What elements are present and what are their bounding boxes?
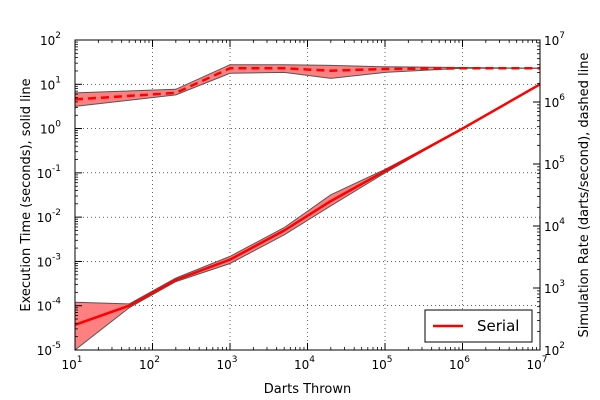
- series-lines: [74, 67, 541, 326]
- y-axis-label-left: Execution Time (seconds), solid line: [19, 78, 34, 311]
- series-line-rate-dashed: [74, 67, 540, 101]
- series-line-time-solid: [74, 83, 541, 326]
- legend: Serial: [424, 309, 533, 343]
- error-band-right: [75, 64, 540, 107]
- y-axis-label-right: Simulation Rate (darts/second), dashed l…: [577, 53, 592, 338]
- legend-label-serial: Serial: [477, 317, 519, 335]
- ticks: [74, 39, 541, 351]
- x-axis-label: Darts Thrown: [264, 382, 351, 397]
